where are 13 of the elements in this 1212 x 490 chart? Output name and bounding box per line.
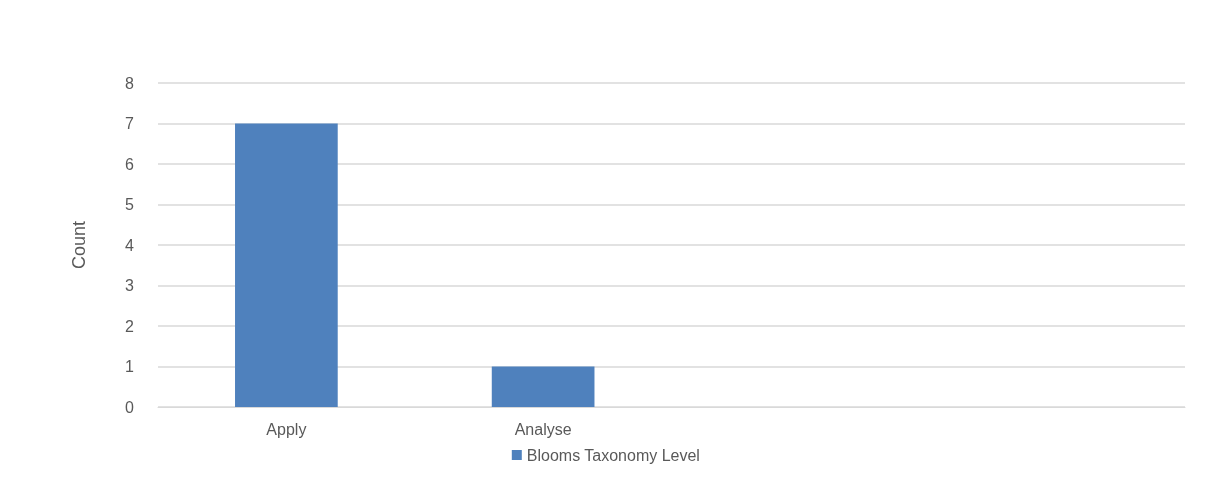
y-tick-label: 4	[125, 236, 135, 254]
y-tick-label: 7	[125, 115, 135, 132]
y-tick-label: 0	[125, 398, 135, 416]
y-tick-label: 3	[125, 277, 135, 294]
y-axis-title: Count	[69, 220, 89, 270]
y-tick-label: 6	[125, 155, 135, 173]
x-tick-label: Apply	[266, 420, 307, 438]
y-tick-label: 5	[125, 196, 135, 213]
x-tick-label: Analyse	[514, 420, 572, 438]
y-tick-label: 1	[125, 358, 135, 375]
legend-label: Blooms Taxonomy Level	[526, 446, 700, 464]
y-tick-label: 8	[125, 74, 135, 92]
y-tick-label: 2	[125, 317, 135, 335]
